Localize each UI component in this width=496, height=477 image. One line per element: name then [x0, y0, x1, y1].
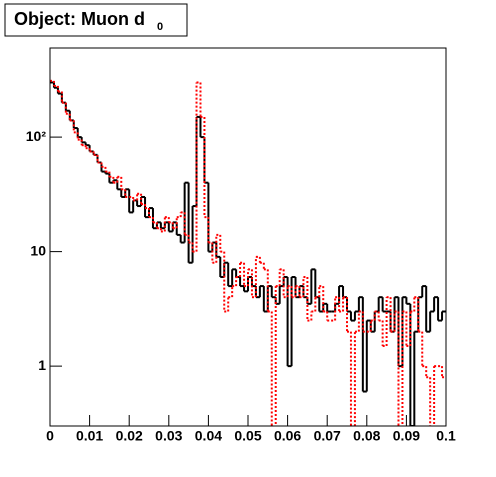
- x-tick-label: 0.07: [314, 428, 341, 444]
- plot-area: [50, 79, 446, 426]
- title-box: [4, 3, 188, 37]
- x-tick-label: 0.06: [274, 428, 301, 444]
- x-tick-label: 0.08: [353, 428, 380, 444]
- title-subscript: 0: [157, 21, 163, 33]
- x-tick-label: 0.04: [195, 428, 222, 444]
- y-tick-label: 10: [30, 242, 46, 258]
- x-tick-label: 0.09: [393, 428, 420, 444]
- x-tick-label: 0.1: [436, 428, 456, 444]
- x-tick-label: 0.03: [155, 428, 182, 444]
- y-tick-label: 1: [38, 357, 46, 373]
- chart-title: Object: Muon d: [14, 9, 145, 29]
- y-tick-label: 10²: [26, 128, 47, 144]
- x-tick-label: 0.01: [76, 428, 103, 444]
- x-tick-label: 0.05: [234, 428, 261, 444]
- x-tick-label: 0.02: [116, 428, 143, 444]
- x-tick-label: 0: [46, 428, 54, 444]
